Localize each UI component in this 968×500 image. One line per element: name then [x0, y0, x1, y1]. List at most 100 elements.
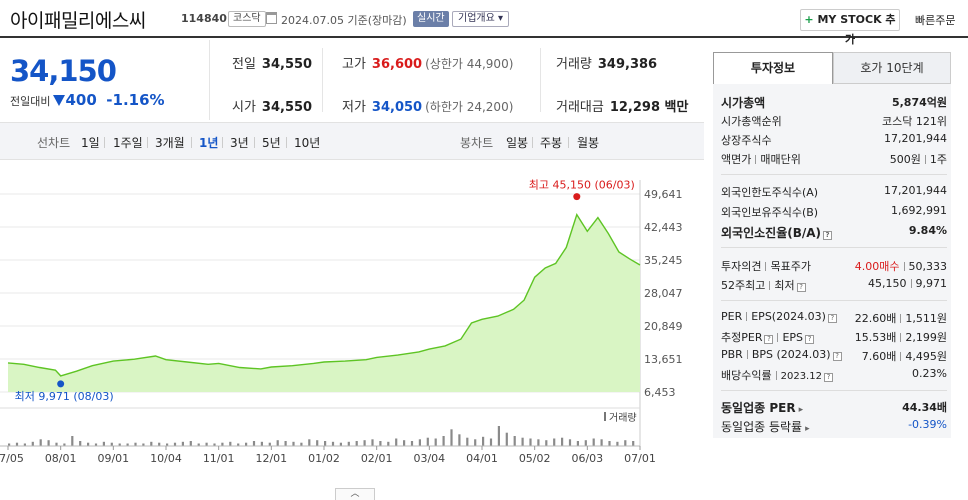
add-mystock-button[interactable]: + MY STOCK 추가	[800, 9, 900, 46]
market-cap-rank-row: 시가총액순위 코스닥 121위	[721, 113, 947, 131]
divider	[765, 262, 767, 271]
caret-right-icon[interactable]: ▸	[805, 424, 810, 434]
volume-bar	[363, 440, 366, 446]
period-1y[interactable]: 1년	[199, 136, 219, 150]
volume-value: 349,386	[597, 57, 658, 72]
price-chart[interactable]: 49,641 42,443 35,245 28,047 20,849 13,651 6,45…	[0, 160, 704, 500]
volume-bar	[55, 442, 58, 446]
volume-bar	[63, 443, 66, 446]
divider	[924, 155, 926, 164]
help-icon[interactable]: ?	[805, 335, 815, 344]
week52-high-value: 45,150	[868, 277, 907, 290]
help-icon[interactable]: ?	[764, 335, 774, 344]
divider	[777, 333, 779, 342]
market-badge: 코스닥	[228, 11, 266, 27]
divider	[900, 333, 902, 342]
volume-bar	[134, 442, 137, 446]
industry-per-value: 44.34배	[902, 401, 947, 414]
collapse-button[interactable]: ︿	[335, 488, 375, 500]
period-10y[interactable]: 10년	[294, 136, 321, 150]
volume-bar	[79, 441, 82, 446]
open-value: 34,550	[261, 100, 313, 115]
volume-bar	[110, 442, 113, 446]
current-price: 34,150	[10, 54, 117, 88]
per-row: PER EPS(2024.03)? 22.60배 1,511원	[721, 310, 947, 328]
volume-bar	[608, 441, 611, 446]
trade-amount: 거래대금 12,298 백만	[556, 96, 688, 115]
period-5y[interactable]: 5년	[262, 136, 281, 150]
volume-bar	[624, 440, 627, 446]
price-area	[8, 214, 640, 392]
divider	[721, 300, 947, 301]
tab-orderbook[interactable]: 호가 10단계	[833, 52, 951, 84]
trade-unit-value: 1주	[929, 153, 947, 166]
divider	[910, 279, 912, 288]
x-tick-label: 07/05	[0, 452, 24, 465]
help-icon[interactable]: ?	[832, 352, 842, 361]
quick-order-link[interactable]: 빠른주문	[915, 14, 956, 27]
volume-bar	[371, 439, 374, 446]
divider	[721, 390, 947, 391]
volume-label: 거래량	[556, 57, 592, 72]
help-icon[interactable]: ?	[796, 283, 806, 292]
realtime-button[interactable]: 실시간	[413, 11, 449, 27]
company-info-dropdown[interactable]: 기업개요 ▾	[452, 11, 510, 27]
change-value: 400	[65, 91, 97, 109]
industry-per-row: 동일업종 PER ▸ 44.34배	[721, 399, 947, 417]
volume-bar	[31, 441, 34, 446]
info-tabs: 투자정보 호가 10단계	[713, 52, 951, 84]
volume-bar	[47, 440, 50, 446]
industry-per-label: 동일업종 PER	[721, 401, 796, 415]
volume-bar	[561, 437, 564, 446]
low-price: 저가 34,050 (하한가 24,200)	[342, 96, 513, 115]
volume-bar	[379, 441, 382, 446]
period-1w[interactable]: 1주일	[113, 136, 143, 150]
per-value: 22.60배	[854, 312, 897, 325]
volume-bar	[150, 441, 153, 446]
period-3y[interactable]: 3년	[230, 136, 249, 150]
volume-bar	[308, 439, 311, 446]
volume-bar	[237, 443, 240, 446]
volume-bar	[529, 438, 532, 446]
divider	[104, 137, 105, 148]
shares-value: 17,201,944	[884, 132, 947, 145]
divider	[222, 137, 223, 148]
divider	[532, 137, 533, 148]
price-change: 전일대비 400 -1.16%	[10, 91, 165, 109]
period-1d[interactable]: 1일	[81, 136, 100, 150]
volume-bar	[118, 443, 121, 446]
candle-weekly[interactable]: 주봉	[540, 136, 563, 150]
add-mystock-label: MY STOCK 추가	[817, 13, 896, 46]
week52-low-label: 최저	[774, 279, 795, 292]
x-tick-label: 11/01	[203, 452, 235, 465]
high-price: 고가 36,600 (상한가 44,900)	[342, 53, 513, 72]
foreign-ratio-label: 외국인소진율(B/A)	[721, 226, 822, 240]
dividend-value: 0.23%	[912, 367, 947, 380]
x-tick-label: 03/04	[413, 452, 445, 465]
eps-label: EPS(2024.03)	[751, 310, 826, 323]
volume-bar	[166, 443, 169, 446]
opinion-row: 투자의견 목표주가 4.00매수 50,333	[721, 258, 947, 276]
market-cap-label: 시가총액	[721, 96, 766, 110]
volume-bar	[584, 440, 587, 446]
help-icon[interactable]: ?	[823, 373, 833, 382]
help-icon[interactable]: ?	[823, 231, 833, 240]
volume-bar	[268, 442, 271, 446]
volume-bar	[15, 442, 19, 446]
listed-shares-row: 상장주식수 17,201,944	[721, 132, 947, 150]
volume-bar	[213, 443, 216, 446]
divider	[721, 247, 947, 248]
volume-bar	[458, 434, 461, 446]
caret-right-icon[interactable]: ▸	[798, 405, 804, 415]
help-icon[interactable]: ?	[827, 314, 837, 323]
candle-monthly[interactable]: 월봉	[577, 136, 600, 150]
period-3m[interactable]: 3개월	[155, 136, 185, 150]
industry-rate-label: 동일업종 등락률	[721, 420, 803, 434]
tab-invest-info[interactable]: 투자정보	[713, 52, 833, 84]
candle-daily[interactable]: 일봉	[506, 136, 529, 150]
volume-bar	[94, 443, 98, 446]
volume-bar	[553, 438, 556, 446]
week52-low-value: 9,971	[915, 277, 948, 290]
high-label: 고가	[342, 57, 366, 72]
invest-info-table: 시가총액 5,874억원 시가총액순위 코스닥 121위 상장주식수 17,201,9…	[713, 84, 951, 438]
